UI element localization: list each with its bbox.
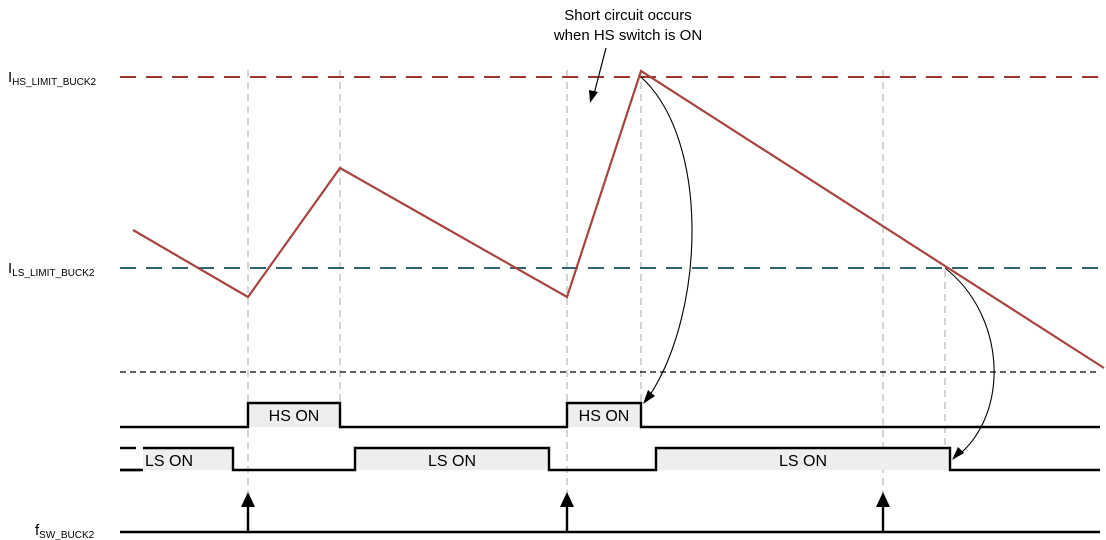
timing-guides: [247, 70, 946, 538]
hs-limit-label: IHS_LIMIT_BUCK2: [8, 69, 97, 88]
fsw-signal: [120, 492, 1100, 534]
ls-on-label-2: LS ON: [428, 453, 476, 470]
ls-on-pulse-1: [143, 448, 233, 470]
hs-on-label-2: HS ON: [579, 408, 630, 425]
ls-on-signal: LS ON LS ON LS ON: [120, 446, 1100, 472]
ls-limit-label: ILS_LIMIT_BUCK2: [8, 260, 95, 279]
annotation-line-1: Short circuit occurs: [564, 7, 692, 24]
ls-on-label-3: LS ON: [779, 453, 827, 470]
ls-limit-to-ls-off-arrow: [944, 267, 995, 455]
hs-limit-to-hs-off-arrow: [640, 76, 693, 396]
inductor-current-waveform: [132, 69, 1105, 369]
annotation-line-2: when HS switch is ON: [553, 27, 702, 44]
fsw-arrow-3-head: [876, 492, 890, 507]
fsw-label: fSW_BUCK2: [35, 522, 95, 540]
annotation-arrow-head: [589, 90, 598, 103]
annotation-arrow-shaft: [593, 47, 607, 95]
fsw-arrow-2-head: [560, 492, 574, 507]
fsw-arrow-1-head: [241, 492, 255, 507]
ls-on-label-1: LS ON: [145, 453, 193, 470]
hs-on-signal: HS ON HS ON: [120, 401, 1100, 429]
hs-limit-to-hs-off-arrowhead: [643, 390, 655, 404]
hs-on-pulse-1: [248, 403, 340, 427]
ls-limit-to-ls-off-arrowhead: [952, 447, 964, 460]
hs-on-label-1: HS ON: [269, 408, 320, 425]
ls-on-pulse-3: [656, 448, 950, 470]
ls-on-pulse-2: [355, 448, 549, 470]
hs-on-pulse-2: [567, 403, 641, 427]
hs-on-trace: [120, 401, 1100, 429]
